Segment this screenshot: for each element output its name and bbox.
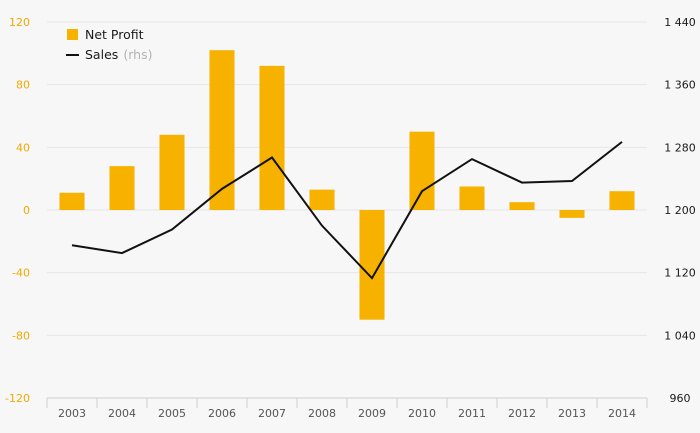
net-profit-bar xyxy=(409,131,435,210)
right-tick-label: 1 280 xyxy=(664,141,696,154)
net-profit-bar xyxy=(59,192,85,210)
x-axis: 2003 2004 2005 2006 2007 2008 2009 2010 2011 2012… xyxy=(46,397,648,420)
sales-line xyxy=(71,141,623,280)
left-tick-label: -120 xyxy=(5,392,30,405)
x-tick-label: 2012 xyxy=(508,407,536,420)
left-tick-label: 0 xyxy=(23,204,30,217)
right-axis: 1 440 1 360 1 280 1 200 1 120 1 040 960 xyxy=(664,16,696,405)
left-axis: 120 80 40 0 -40 -80 -120 xyxy=(5,16,30,405)
left-tick-label: -40 xyxy=(12,267,30,280)
x-tick-label: 2004 xyxy=(108,407,136,420)
left-tick-label: 40 xyxy=(16,141,30,154)
legend-label-net-profit: Net Profit xyxy=(85,27,144,42)
legend-sales-note: (rhs) xyxy=(123,47,152,62)
x-tick-label: 2003 xyxy=(58,407,86,420)
gridlines xyxy=(47,21,647,399)
net-profit-bar xyxy=(209,50,235,211)
legend: Net Profit Sales (rhs) xyxy=(66,27,152,63)
right-tick-label: 1 360 xyxy=(664,79,696,92)
net-profit-bar xyxy=(559,210,585,218)
net-profit-bar xyxy=(109,166,135,210)
x-tick-label: 2007 xyxy=(258,407,286,420)
x-tick-label: 2008 xyxy=(308,407,336,420)
right-tick-label: 1 120 xyxy=(664,267,696,280)
right-tick-label: 960 xyxy=(670,392,691,405)
net-profit-bar xyxy=(259,65,285,210)
net-profit-bar xyxy=(309,189,335,210)
right-tick-label: 1 040 xyxy=(664,329,696,342)
x-tick-label: 2006 xyxy=(208,407,236,420)
net-profit-bar xyxy=(459,186,485,210)
sales-line-group xyxy=(71,141,623,280)
net-profit-bar xyxy=(159,134,185,210)
x-tick-label: 2005 xyxy=(158,407,186,420)
right-tick-label: 1 440 xyxy=(664,16,696,29)
left-tick-label: 80 xyxy=(16,79,30,92)
legend-sales-name: Sales xyxy=(85,47,118,62)
left-tick-label: 120 xyxy=(9,16,30,29)
left-tick-label: -80 xyxy=(12,329,30,342)
net-profit-bars xyxy=(59,50,635,320)
legend-swatch-net-profit xyxy=(67,29,78,40)
x-tick-label: 2011 xyxy=(458,407,486,420)
right-tick-label: 1 200 xyxy=(664,204,696,217)
x-tick-label: 2010 xyxy=(408,407,436,420)
x-tick-label: 2014 xyxy=(608,407,636,420)
legend-label-sales: Sales (rhs) xyxy=(85,44,152,63)
net-profit-bar xyxy=(509,202,535,210)
net-profit-bar xyxy=(609,191,635,210)
x-tick-label: 2009 xyxy=(358,407,386,420)
x-tick-label: 2013 xyxy=(558,407,586,420)
